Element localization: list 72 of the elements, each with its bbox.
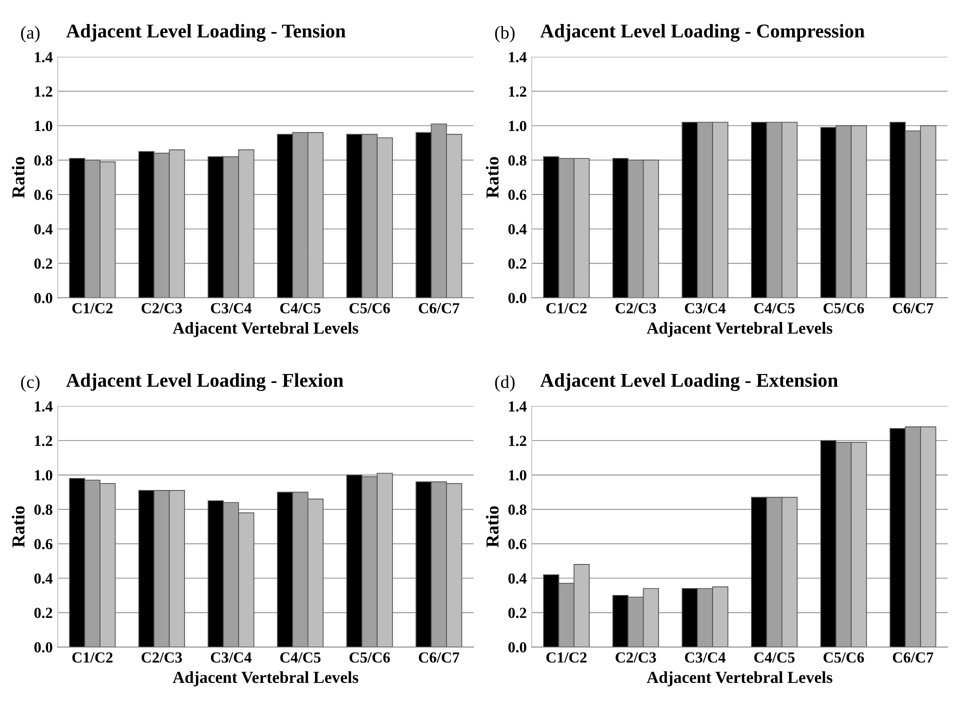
text: (b)	[495, 26, 515, 42]
y-tick-label: 0.6	[34, 538, 52, 550]
x-tick-label: C3/C4	[684, 303, 726, 314]
y-axis-title: Ratio	[486, 156, 499, 198]
y-axis-title: Ratio	[12, 506, 25, 548]
x-tick-label: C1/C2	[546, 652, 587, 663]
y-axis-title: Ratio	[486, 506, 499, 548]
y-tick-label: 1.0	[509, 120, 526, 132]
y-tick-label: 0.8	[508, 155, 526, 166]
chart-title: Adjacent Level Loading - Extension	[540, 373, 838, 391]
chart-title: Adjacent Level Loading - Flexion	[66, 373, 344, 391]
x-tick-label: C3/C4	[210, 303, 252, 314]
x-tick-label: C4/C5	[754, 303, 795, 314]
y-tick-label: 1.2	[34, 436, 52, 446]
chart-title: Adjacent Level Loading - Compression	[540, 24, 865, 42]
x-tick-label: C6/C7	[892, 652, 934, 663]
y-tick-label: 0.6	[508, 538, 526, 550]
y-tick-label: 1.0	[34, 120, 52, 132]
y-tick-label: 0.4	[34, 573, 53, 584]
x-tick-label: C2/C3	[616, 303, 656, 314]
y-tick-label: 0.2	[508, 258, 526, 269]
y-tick-label: 0.0	[508, 292, 526, 304]
y-tick-label: 1.2	[34, 86, 52, 97]
y-tick-label: 0.6	[508, 190, 526, 200]
x-tick-label: C3/C4	[684, 652, 726, 663]
x-tick-label: C4/C5	[280, 303, 321, 314]
y-tick-label: 1.0	[509, 470, 526, 480]
text: (d)	[495, 375, 515, 392]
y-tick-label: 1.0	[34, 470, 52, 480]
y-tick-label: 0.0	[34, 642, 52, 653]
y-tick-label: 1.4	[509, 401, 527, 412]
y-tick-label: 1.2	[509, 436, 526, 446]
y-tick-label: 0.8	[34, 155, 52, 166]
x-tick-label: C1/C2	[72, 303, 113, 314]
y-tick-label: 0.8	[508, 504, 526, 515]
y-tick-label: 1.4	[34, 401, 53, 412]
x-tick-label: C4/C5	[754, 652, 795, 663]
x-tick-label: C1/C2	[72, 652, 113, 663]
x-tick-label: C1/C2	[546, 303, 587, 314]
y-tick-label: 0.2	[508, 608, 526, 618]
y-tick-label: 0.2	[34, 608, 52, 618]
x-tick-label: C2/C3	[616, 652, 656, 663]
x-axis-title: Adjacent Vertebral Levels	[172, 671, 358, 686]
x-tick-label: C2/C3	[142, 303, 182, 314]
y-tick-label: 0.6	[34, 190, 52, 200]
y-tick-label: 0.2	[34, 258, 52, 269]
y-tick-label: 1.4	[34, 52, 53, 62]
chart-title: Adjacent Level Loading - Tension	[66, 24, 346, 42]
x-tick-label: C2/C3	[142, 652, 182, 663]
y-tick-label: 1.2	[509, 86, 526, 97]
text: (a)	[21, 26, 40, 42]
text: (c)	[21, 375, 40, 392]
x-axis-title: Adjacent Vertebral Levels	[646, 671, 832, 686]
y-tick-label: 0.0	[34, 292, 52, 304]
y-tick-label: 0.4	[508, 573, 527, 584]
y-axis-title: Ratio	[12, 156, 25, 198]
x-tick-label: C6/C7	[418, 652, 460, 663]
x-axis-title: Adjacent Vertebral Levels	[172, 322, 358, 338]
x-axis-title: Adjacent Vertebral Levels	[646, 322, 832, 338]
x-tick-label: C4/C5	[280, 652, 321, 663]
y-tick-label: 0.0	[508, 642, 526, 653]
y-tick-label: 0.8	[34, 504, 52, 515]
x-tick-label: C6/C7	[418, 303, 460, 314]
x-tick-label: C5/C6	[350, 652, 390, 663]
x-tick-label: C5/C6	[824, 303, 864, 314]
x-tick-label: C3/C4	[210, 652, 252, 663]
y-tick-label: 0.4	[508, 224, 527, 234]
x-tick-label: C5/C6	[350, 303, 390, 314]
x-tick-label: C5/C6	[824, 652, 864, 663]
y-tick-label: 1.4	[509, 52, 527, 62]
y-tick-label: 0.4	[34, 224, 53, 234]
x-tick-label: C6/C7	[892, 303, 934, 314]
